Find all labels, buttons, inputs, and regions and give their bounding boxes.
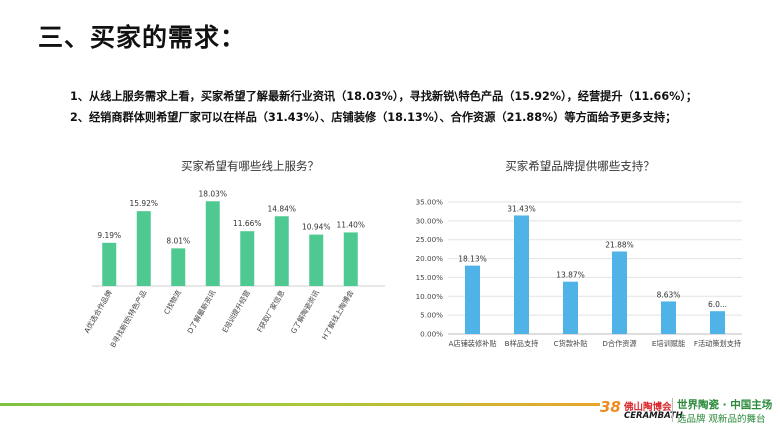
chart-2-bar [465, 265, 480, 334]
logo-cn-name: 佛山陶博会 [624, 402, 672, 413]
chart-2-bar [612, 251, 627, 334]
chart-1-bar [205, 201, 220, 286]
chart-2-category-label: E培训赋能 [652, 339, 685, 348]
summary-point-1: 1、从线上服务需求上看，买家希望了解最新行业资讯（18.03%），寻找新锐\特色… [70, 90, 698, 103]
chart-1-category-label: E培训提升经营 [220, 289, 252, 335]
chart-1-category-label: H了解线上陶博会 [320, 289, 356, 342]
chart-2-category-label: B样品支持 [505, 339, 539, 348]
chart-2-bar [710, 311, 725, 334]
chart-1-bar [309, 234, 324, 286]
chart-2-y-tick-label: 5.00% [420, 311, 443, 320]
slogan-line-2: 选品牌 观新品的舞台 [677, 414, 766, 425]
chart-2-data-label: 18.13% [458, 255, 487, 264]
chart-2-y-tick-label: 0.00% [420, 330, 443, 339]
summary-points: 1、从线上服务需求上看，买家希望了解最新行业资讯（18.03%），寻找新锐\特色… [70, 86, 697, 128]
chart-1-category-label: B寻找新锐\特色产品 [108, 289, 148, 350]
chart-2-y-tick-label: 15.00% [416, 273, 444, 282]
chart-1-data-label: 10.94% [302, 223, 331, 232]
summary-point-2: 2、经销商群体则希望厂家可以在样品（31.43%）、店铺装修（18.13%）、合… [70, 111, 677, 124]
chart-1-category-label: G了解陶瓷资讯 [289, 289, 321, 336]
chart-2-y-tick-label: 20.00% [416, 254, 444, 263]
chart-1-category-label: C找物流 [162, 289, 183, 317]
chart-2-y-tick-label: 35.00% [416, 198, 444, 207]
chart-1-data-label: 9.19% [97, 231, 121, 240]
logo-en-name: CERAMBATH [624, 411, 683, 421]
chart-1-bar [136, 211, 151, 286]
chart-1-data-label: 18.03% [198, 189, 227, 198]
chart-2-category-label: C货款补贴 [554, 339, 588, 348]
chart-2-y-tick-label: 25.00% [416, 235, 444, 244]
chart-1-data-label: 11.40% [336, 220, 365, 229]
chart-1-category-label: F获取厂家信息 [255, 289, 286, 334]
logo-separator [672, 398, 673, 422]
chart-2-data-label: 6.0... [708, 300, 727, 309]
chart-2-data-label: 13.87% [556, 271, 585, 280]
chart-2-y-tick-label: 30.00% [416, 216, 444, 225]
chart-1-bar [240, 231, 255, 286]
chart-2-category-label: F活动策划支持 [694, 339, 741, 348]
chart-2-data-label: 21.88% [605, 240, 634, 249]
chart-1-category-label: A优选合作品牌 [82, 289, 114, 335]
chart-2-y-tick-label: 10.00% [416, 292, 444, 301]
chart-2-category-label: D合作资源 [602, 339, 636, 348]
chart-1-data-label: 8.01% [166, 236, 190, 245]
chart-1-title: 买家希望有哪些线上服务？ [181, 159, 319, 173]
logo-mark: 38 [600, 398, 621, 416]
chart-2-bar [661, 301, 676, 334]
slogan-line-1: 世界陶瓷 · 中国主场 [677, 399, 773, 411]
chart-2-bar [563, 281, 578, 334]
chart-2-title: 买家希望品牌提供哪些支持？ [505, 159, 655, 173]
chart-1-category-label: D了解最新资讯 [185, 289, 217, 336]
chart-1-data-label: 15.92% [129, 199, 158, 208]
cerambath-logo: 38 佛山陶博会 CERAMBATH 世界陶瓷 · 中国主场 选品牌 观新品的舞… [600, 396, 775, 426]
chart-2-data-label: 8.63% [657, 290, 681, 299]
chart-1-bar [102, 242, 117, 286]
footer-divider [0, 403, 600, 406]
chart-2-bar [514, 215, 529, 334]
chart-2-data-label: 31.43% [507, 204, 536, 213]
chart-1-bar [171, 248, 186, 286]
chart-1-data-label: 11.66% [233, 219, 262, 228]
page-title: 三、买家的需求： [38, 23, 247, 52]
chart-1-data-label: 14.84% [267, 204, 296, 213]
chart-1-bar [274, 216, 289, 286]
chart-2-category-label: A店铺装修补贴 [448, 339, 496, 348]
chart-1-bar [343, 232, 358, 286]
